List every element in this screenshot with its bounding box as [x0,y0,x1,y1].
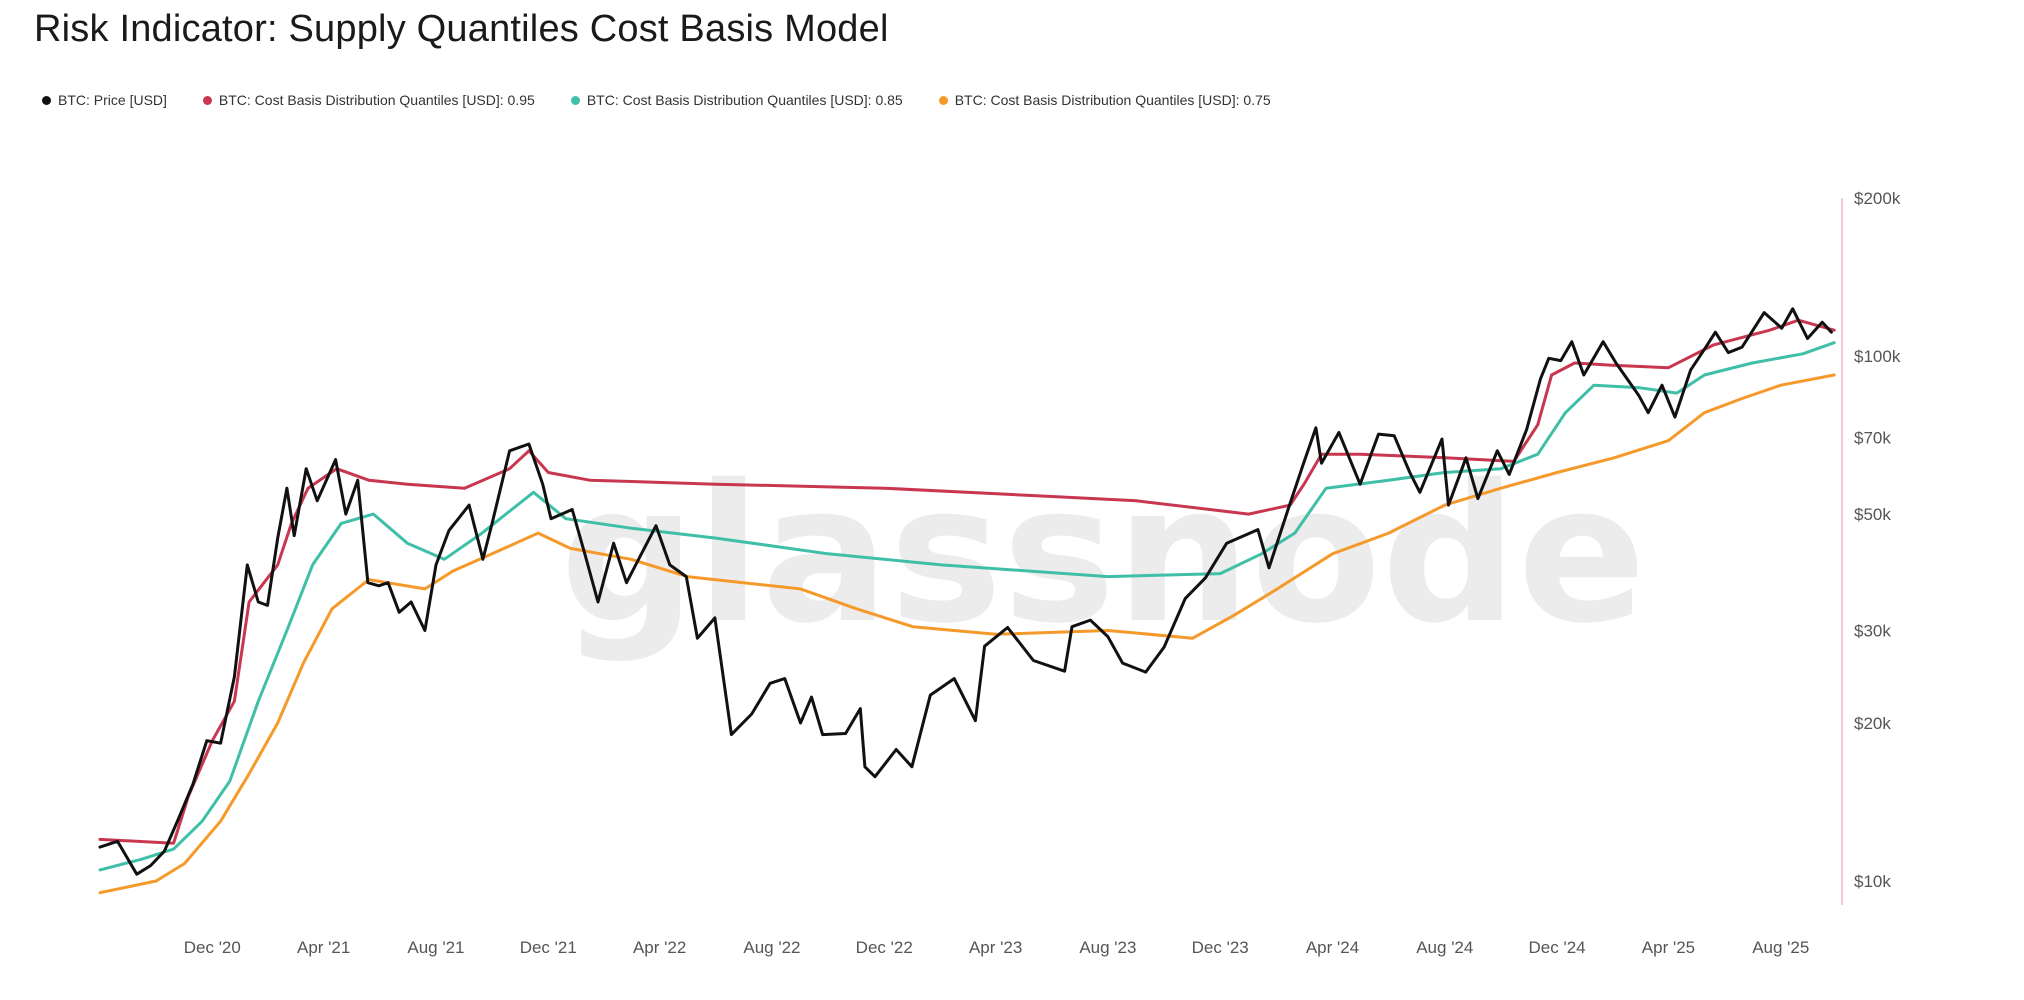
y-tick-label: $30k [1854,622,1891,641]
y-tick-label: $100k [1854,347,1901,366]
legend: BTC: Price [USD] BTC: Cost Basis Distrib… [42,92,1307,108]
legend-label: BTC: Cost Basis Distribution Quantiles [… [954,92,1271,108]
x-tick-label: Apr '24 [1306,938,1359,957]
series-line-price[interactable] [98,307,1833,876]
legend-item-price[interactable]: BTC: Price [USD] [42,92,167,108]
series-layer [98,307,1836,895]
x-tick-label: Dec '24 [1529,938,1586,957]
series-line-q85[interactable] [98,341,1836,872]
y-tick-label: $10k [1854,872,1891,891]
x-tick-label: Aug '25 [1752,938,1809,957]
legend-dot-icon [202,95,212,105]
legend-dot-icon [42,95,51,105]
legend-dot-icon [938,95,948,105]
legend-item-q95[interactable]: BTC: Cost Basis Distribution Quantiles [… [202,92,535,108]
x-tick-label: Aug '24 [1416,938,1473,957]
legend-label: BTC: Price [USD] [58,92,167,108]
series-line-q75[interactable] [98,373,1836,895]
watermark: glassnode [560,444,1646,665]
y-tick-label: $200k [1854,189,1901,208]
y-tick-label: $70k [1854,428,1891,447]
axis-layer: $200k $100k $70k $50k $30k $20k $10k Dec '20 Apr… [184,189,1901,957]
x-tick-label: Apr '22 [633,938,686,957]
x-tick-label: Aug '22 [743,938,800,957]
x-tick-label: Dec '23 [1192,938,1249,957]
x-tick-label: Aug '23 [1079,938,1136,957]
x-tick-label: Dec '22 [856,938,913,957]
legend-label: BTC: Cost Basis Distribution Quantiles [… [218,92,535,108]
x-tick-label: Dec '20 [184,938,241,957]
x-tick-label: Dec '21 [520,938,577,957]
series-line-q95[interactable] [98,318,1836,845]
legend-item-q85[interactable]: BTC: Cost Basis Distribution Quantiles [… [570,92,903,108]
legend-item-q75[interactable]: BTC: Cost Basis Distribution Quantiles [… [938,92,1271,108]
chart-title: Risk Indicator: Supply Quantiles Cost Ba… [34,8,889,50]
legend-label: BTC: Cost Basis Distribution Quantiles [… [586,92,903,108]
y-tick-label: $50k [1854,505,1891,524]
x-tick-label: Aug '21 [407,938,464,957]
x-tick-label: Apr '25 [1642,938,1695,957]
x-tick-label: Apr '21 [297,938,350,957]
x-tick-label: Apr '23 [969,938,1022,957]
y-tick-label: $20k [1854,714,1891,733]
legend-dot-icon [570,95,580,105]
